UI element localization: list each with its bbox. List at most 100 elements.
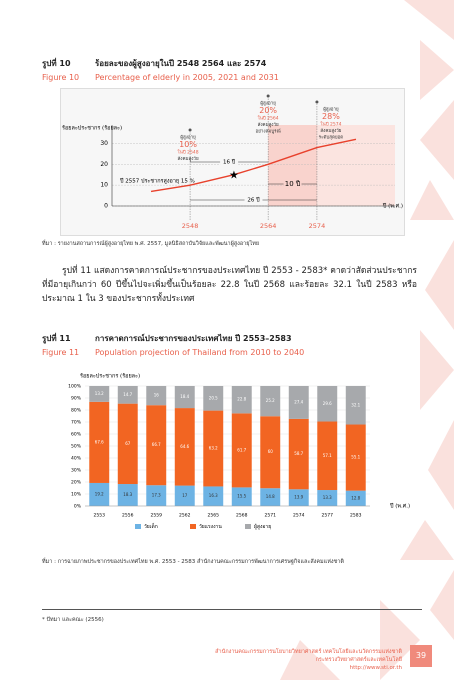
legend-label: วัยแรงงาน [199,524,222,530]
x-tick-label: 2556 [122,513,134,519]
y-tick-label: 100% [68,384,82,390]
callout-text: 28% [322,112,340,121]
legend-swatch [245,524,251,529]
legend-label: วัยเด็ก [144,522,158,530]
footnote: * ปัทมา และคณะ (2556) [42,617,104,623]
bar-segment [203,386,224,411]
x-axis-label: ปี (พ.ศ.) [389,503,410,510]
caption-label-en: Figure 11 [42,348,80,357]
callout-text: ผู้สูงอายุ [323,107,339,113]
value-label: 13.2 [95,391,104,396]
y-axis-label: ร้อยละประชากร (ร้อยละ) [80,373,140,380]
value-label: 66.7 [152,442,161,447]
value-label: 57.1 [323,453,332,458]
bar-segment [203,410,224,487]
bar-segment [317,421,338,491]
bar-segment [288,418,309,490]
legend-swatch [190,524,196,529]
y-tick-label: 50% [71,444,82,450]
bar-segment [231,386,252,414]
x-tick-label: 2559 [151,513,163,519]
value-label: 14.8 [266,494,275,499]
bar-segment [146,386,167,406]
span-label: 10 ปี [285,180,301,188]
value-label: 58.7 [294,451,303,456]
bar-segment [146,405,167,486]
x-tick-label: 2568 [236,513,248,519]
figure-source: ที่มา : รายงานสถานการณ์ผู้สูงอายุไทย พ.ศ… [42,241,260,247]
figure-source: ที่มา : การฉายภาพประชากรของประเทศไทย พ.ศ… [42,559,344,565]
x-tick-label: 2571 [265,513,277,519]
value-label: 29.6 [323,401,332,406]
value-label: 63.2 [209,446,218,451]
y-tick-label: 10% [71,492,82,498]
span-label: 26 ปี [247,197,260,204]
y-tick-label: 30 [100,140,108,147]
x-tick-label: 2553 [94,513,106,519]
callout-note: ปี 2557 ประชากรสูงอายุ 15 % [119,178,195,185]
x-tick-label: 2583 [350,513,362,519]
callout-text: อย่างสมบูรณ์ [256,128,281,135]
bar-segment [117,386,138,404]
callout-text: ในปี 2548 [178,150,199,156]
value-label: 13.9 [294,495,303,500]
value-label: 18.4 [180,394,189,399]
bar-segment [203,486,224,506]
y-tick-label: 80% [71,408,82,414]
bar-segment [345,424,366,491]
guide-dot [188,128,192,132]
value-label: 64.6 [180,444,189,449]
bar-segment [260,416,281,489]
value-label: 18.3 [123,492,132,497]
x-tick-label: 2562 [179,513,191,519]
bar-segment [89,482,110,506]
bar-segment [288,386,309,419]
y-tick-label: 40% [71,456,82,462]
caption-title: ร้อยละของผู้สูงอายุในปี 2548 2564 และ 25… [95,59,267,68]
value-label: 12.8 [351,495,360,500]
callout-text: ในปี 2574 [320,122,341,128]
footer: สำนักงานคณะกรรมการนโยบายวิทยาศาสตร์ เทคโ… [180,648,402,672]
y-tick-label: 20 [100,161,108,168]
value-label: 16.3 [209,493,218,498]
y-tick-label: 70% [71,420,82,426]
bar-segment [317,490,338,506]
legend-swatch [135,524,141,529]
bar-segment [231,487,252,506]
bar-segment [345,386,366,425]
x-tick-label: 2574 [293,513,305,519]
span-label: 16 ปี [223,159,236,166]
value-label: 60 [268,449,274,454]
caption-label-en: Figure 10 [42,73,80,82]
span-label-bg [220,158,239,166]
callout-text: ระดับสุดยอด [319,135,344,141]
star: ★ [229,169,239,182]
callout-text: สังคมสูงวัย [258,122,279,128]
guide-dot [266,94,270,98]
highlight-region [316,125,395,206]
value-label: 32.1 [351,402,360,407]
bar-segment [89,386,110,402]
caption-label: รูปที่ 10 [42,59,71,68]
y-tick-label: 0 [104,203,108,210]
span-label-bg [244,196,263,204]
bar-segment [117,403,138,485]
legend-label: ผู้สูงอายุ [254,523,271,530]
x-tick-label: 2564 [260,222,277,230]
bar-segment [345,490,366,506]
callout-text: 20% [259,106,277,115]
bar-segment [174,408,195,486]
value-label: 17.3 [152,493,161,498]
callout-text: 10% [179,140,197,149]
x-tick-label: 2565 [208,513,220,519]
callout-text: สังคมสูงวัย [320,128,341,134]
y-tick-label: 0% [74,504,82,510]
caption-title-en: Population projection of Thailand from 2… [95,348,305,357]
bar-segment [174,386,195,409]
x-tick-label: 2574 [309,222,326,230]
bar-segment [146,485,167,506]
callout-text: สังคมสูงวัย [178,156,199,162]
data-line [150,138,357,193]
y-axis-label: ร้อยละประชากร (ร้อยละ) [62,125,122,132]
bar-segment [288,489,309,506]
